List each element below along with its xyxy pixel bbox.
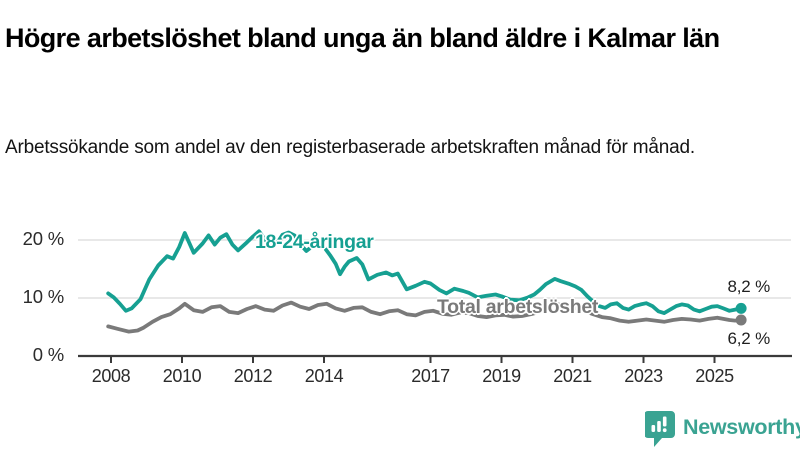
page-title: Högre arbetslöshet bland unga än bland ä… <box>5 23 720 54</box>
y-axis-label: 10 % <box>22 286 65 307</box>
end-value-label-youth: 8,2 % <box>727 277 771 296</box>
page-subtitle: Arbetssökande som andel av den registerb… <box>5 137 695 158</box>
x-axis-label: 2008 <box>91 366 131 386</box>
series-end-dot-total <box>735 314 747 326</box>
y-axis-label: 20 % <box>22 228 65 249</box>
y-axis-labels: 0 % 10 % 20 % <box>0 0 65 450</box>
y-axis-label: 0 % <box>32 344 64 365</box>
series-line-total <box>106 300 743 334</box>
x-axis-label: 2023 <box>624 366 663 386</box>
x-axis-label: 2019 <box>482 366 521 386</box>
x-axis-label: 2025 <box>695 366 734 386</box>
series-label-total: Total arbetslöshet <box>437 296 599 318</box>
newsworthy-logo-icon <box>644 411 675 450</box>
newsworthy-logo: Newsworthy <box>644 411 800 450</box>
series-label-youth: 18-24-åringar <box>255 231 374 253</box>
x-axis-label: 2014 <box>304 366 344 386</box>
x-axis-label: 2021 <box>553 366 592 386</box>
series-end-dot-youth <box>735 302 747 314</box>
newsworthy-logo-text: Newsworthy <box>683 415 800 439</box>
x-axis-label: 2012 <box>233 366 273 386</box>
series-line-youth <box>106 229 743 315</box>
x-axis-label: 2010 <box>162 366 202 386</box>
x-axis-label: 2017 <box>411 366 450 386</box>
end-value-label-total: 6,2 % <box>727 329 771 348</box>
